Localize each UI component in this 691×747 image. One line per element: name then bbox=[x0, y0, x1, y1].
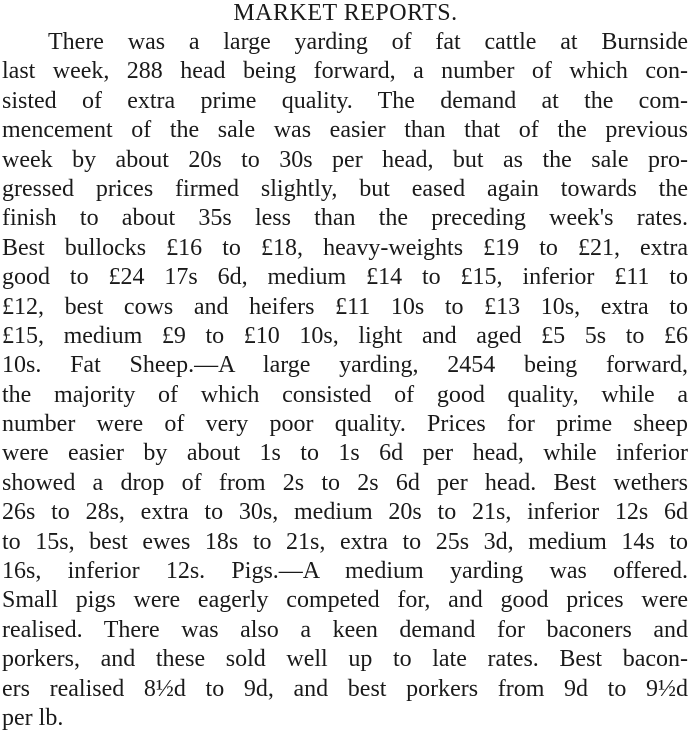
text-line: week by about 20s to 30s per head, but a… bbox=[2, 146, 688, 173]
text-line: £12, best cows and heifers £11 10s to £1… bbox=[2, 293, 688, 320]
text-line: good to £24 17s 6d, medium £14 to £15, i… bbox=[2, 264, 688, 291]
text-line: sisted of extra prime quality. The deman… bbox=[2, 87, 688, 114]
text-line: were easier by about 1s to 1s 6d per hea… bbox=[2, 440, 688, 467]
text-line: ers realised 8½d to 9d, and best porkers… bbox=[2, 675, 688, 702]
text-line: 16s, inferior 12s. Pigs.—A medium yardin… bbox=[2, 558, 688, 585]
text-line: Best bullocks £16 to £18, heavy-weights … bbox=[2, 234, 688, 261]
text-line: showed a drop of from 2s to 2s 6d per he… bbox=[2, 469, 688, 496]
text-line: number were of very poor quality. Prices… bbox=[2, 411, 688, 438]
text-line: porkers, and these sold well up to late … bbox=[2, 646, 688, 673]
article-body: There was a large yarding of fat cattle … bbox=[2, 28, 688, 733]
text-line: per lb. bbox=[2, 704, 64, 731]
article-title: MARKET REPORTS. bbox=[233, 0, 458, 26]
text-line: gressed prices firmed slightly, but ease… bbox=[2, 175, 688, 202]
text-line: last week, 288 head being forward, a num… bbox=[2, 58, 688, 85]
text-line: finish to about 35s less than the preced… bbox=[2, 205, 688, 232]
text-line: Small pigs were eagerly competed for, an… bbox=[2, 587, 688, 614]
text-line: realised. There was also a keen demand f… bbox=[2, 616, 688, 643]
text-line: 10s. Fat Sheep.—A large yarding, 2454 be… bbox=[2, 352, 688, 379]
text-line: £15, medium £9 to £10 10s, light and age… bbox=[2, 322, 688, 349]
text-line: 26s to 28s, extra to 30s, medium 20s to … bbox=[2, 499, 688, 526]
text-line: There was a large yarding of fat cattle … bbox=[48, 29, 688, 55]
text-line: to 15s, best ewes 18s to 21s, extra to 2… bbox=[2, 528, 688, 555]
text-line: mencement of the sale was easier than th… bbox=[2, 117, 688, 144]
text-line: the majority of which consisted of good … bbox=[2, 381, 688, 408]
